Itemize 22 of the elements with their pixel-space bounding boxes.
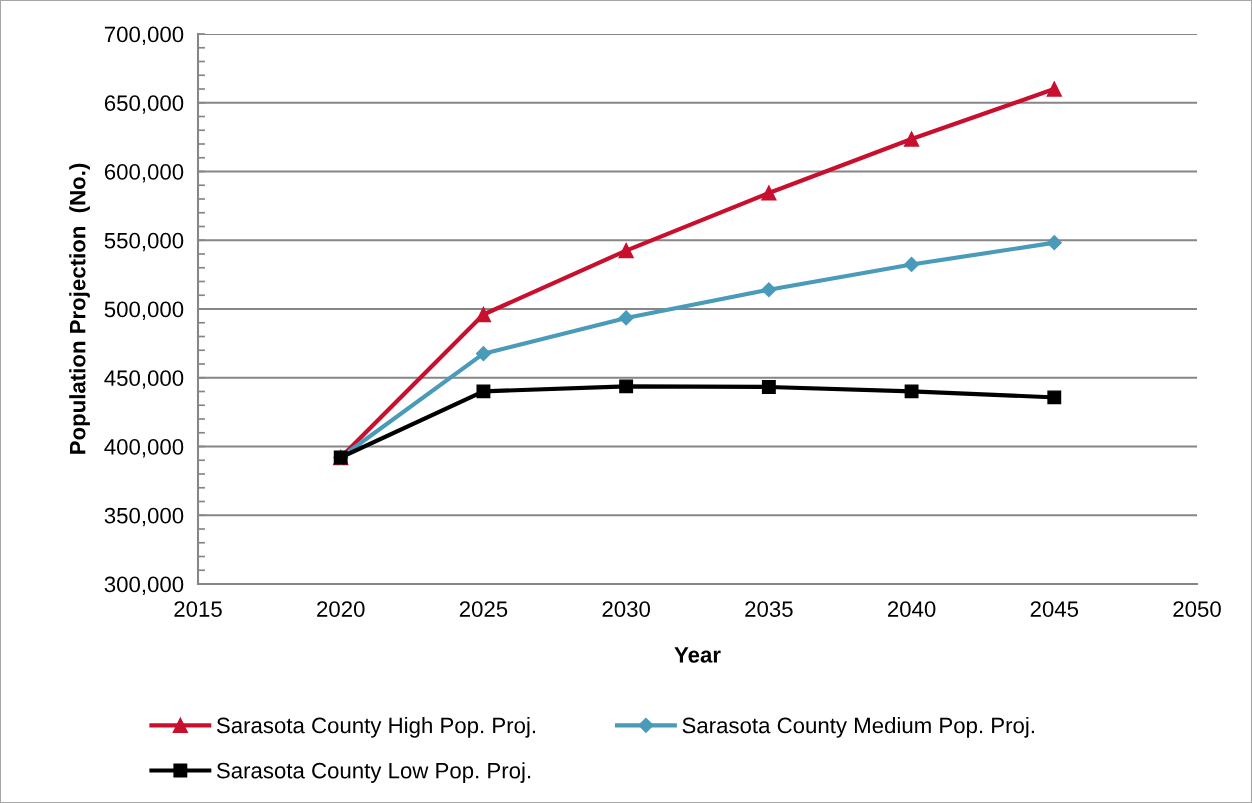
y-tick-label: 400,000 (104, 439, 184, 458)
y-tick-label: 350,000 (104, 507, 184, 527)
y-tick-label: 450,000 (104, 370, 184, 389)
x-tick-label: 2015 (174, 601, 222, 617)
x-axis-title: Year (674, 647, 721, 663)
y-tick-label: 650,000 (104, 95, 184, 114)
y-tick-label: 600,000 (104, 164, 184, 183)
legend-label: Sarasota County Low Pop. Proj. (216, 762, 531, 783)
x-tick-label: 2025 (459, 601, 508, 617)
x-tick-label: 2045 (1030, 601, 1079, 617)
legend-label: Sarasota County Medium Pop. Proj. (682, 717, 1034, 738)
x-tick-label: 2050 (1173, 601, 1221, 617)
y-tick-label: 700,000 (104, 26, 184, 45)
y-tick-label: 300,000 (104, 576, 184, 595)
x-tick-label: 2040 (887, 601, 936, 617)
y-tick-label: 500,000 (104, 301, 184, 320)
x-tick-label: 2020 (317, 601, 365, 617)
y-axis-title: Population Projection (No.) (69, 163, 90, 454)
x-tick-label: 2030 (602, 601, 650, 617)
x-tick-label: 2035 (745, 601, 793, 617)
legend-label: Sarasota County High Pop. Proj. (216, 717, 536, 738)
y-tick-label: 550,000 (104, 232, 184, 252)
